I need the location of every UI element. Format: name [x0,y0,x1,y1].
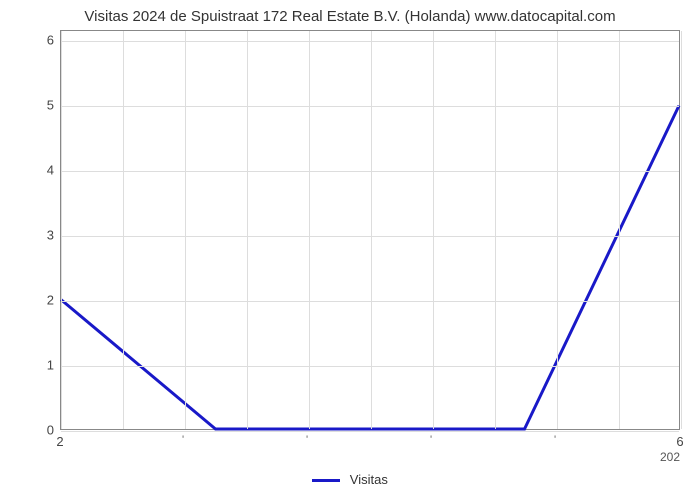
y-tick-label: 2 [14,293,54,308]
gridline-horizontal [61,366,679,367]
line-series [61,31,679,429]
chart-container: { "chart": { "type": "line", "title": "V… [0,0,700,500]
x-minor-mark: ' [554,434,556,446]
legend: Visitas [0,472,700,487]
gridline-vertical [619,31,620,429]
gridline-horizontal [61,171,679,172]
gridline-horizontal [61,431,679,432]
plot-area [60,30,680,430]
gridline-vertical [681,31,682,429]
gridline-vertical [557,31,558,429]
x-tick-label: 6 [676,434,683,449]
legend-label: Visitas [350,472,388,487]
gridline-vertical [61,31,62,429]
x-axis-sublabel: 202 [660,450,680,464]
chart-title: Visitas 2024 de Spuistraat 172 Real Esta… [0,8,700,25]
x-tick-label: 2 [56,434,63,449]
gridline-horizontal [61,301,679,302]
gridline-vertical [309,31,310,429]
gridline-horizontal [61,41,679,42]
y-tick-label: 5 [14,98,54,113]
gridline-vertical [247,31,248,429]
x-minor-mark: ' [182,434,184,446]
gridline-vertical [495,31,496,429]
y-tick-label: 0 [14,423,54,438]
legend-swatch [312,479,340,482]
x-minor-mark: ' [430,434,432,446]
x-minor-mark: ' [306,434,308,446]
y-tick-label: 1 [14,358,54,373]
gridline-vertical [123,31,124,429]
y-tick-label: 4 [14,163,54,178]
gridline-vertical [433,31,434,429]
gridline-horizontal [61,236,679,237]
y-tick-label: 6 [14,33,54,48]
gridline-vertical [371,31,372,429]
y-tick-label: 3 [14,228,54,243]
gridline-horizontal [61,106,679,107]
gridline-vertical [185,31,186,429]
